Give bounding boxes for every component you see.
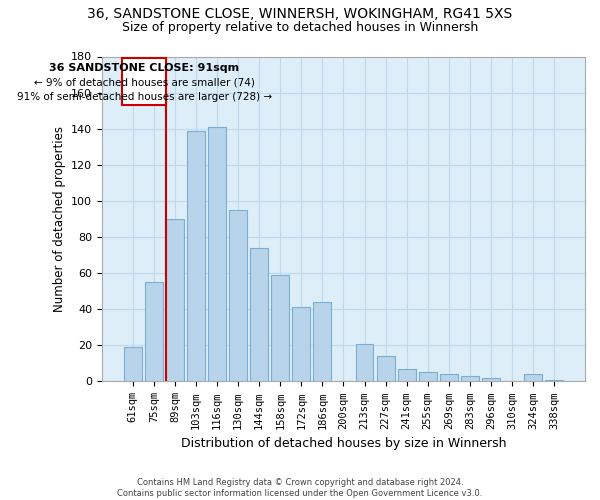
Bar (461, 376, 479, 382)
Bar (545, 380, 563, 382)
Bar (166, 219, 184, 382)
Bar (524, 374, 542, 382)
Bar (145, 282, 163, 382)
Bar (377, 356, 395, 382)
Y-axis label: Number of detached properties: Number of detached properties (53, 126, 65, 312)
Bar (356, 344, 373, 382)
Text: ← 9% of detached houses are smaller (74): ← 9% of detached houses are smaller (74) (34, 78, 254, 88)
Text: Contains HM Land Registry data © Crown copyright and database right 2024.
Contai: Contains HM Land Registry data © Crown c… (118, 478, 482, 498)
Text: 91% of semi-detached houses are larger (728) →: 91% of semi-detached houses are larger (… (17, 92, 272, 102)
Bar (250, 248, 268, 382)
Bar (208, 127, 226, 382)
Bar (187, 130, 205, 382)
Bar (440, 374, 458, 382)
Text: 36, SANDSTONE CLOSE, WINNERSH, WOKINGHAM, RG41 5XS: 36, SANDSTONE CLOSE, WINNERSH, WOKINGHAM… (88, 8, 512, 22)
X-axis label: Distribution of detached houses by size in Winnersh: Distribution of detached houses by size … (181, 437, 506, 450)
Bar (271, 275, 289, 382)
Bar (482, 378, 500, 382)
Bar (229, 210, 247, 382)
Text: 36 SANDSTONE CLOSE: 91sqm: 36 SANDSTONE CLOSE: 91sqm (49, 63, 239, 73)
Text: Size of property relative to detached houses in Winnersh: Size of property relative to detached ho… (122, 21, 478, 34)
Bar (419, 372, 437, 382)
Bar (313, 302, 331, 382)
Bar (398, 369, 416, 382)
FancyBboxPatch shape (122, 58, 166, 105)
Bar (292, 308, 310, 382)
Bar (124, 347, 142, 382)
